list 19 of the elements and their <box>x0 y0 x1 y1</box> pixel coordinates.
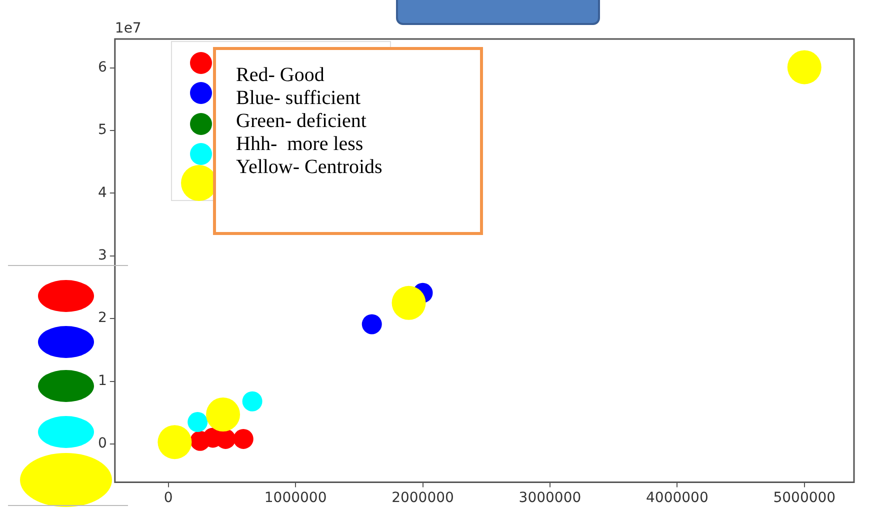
x-tick-label: 5000000 <box>773 490 836 506</box>
text: 1e7 <box>114 20 142 37</box>
x-tick-label: 1000000 <box>264 490 327 506</box>
point <box>233 428 254 449</box>
x-tick-label: 3000000 <box>518 490 582 506</box>
x-tick-label: 4000000 <box>646 490 708 506</box>
point <box>158 425 192 460</box>
y-tick-label: 6 <box>98 59 107 76</box>
x-tick-label: 0 <box>164 490 173 506</box>
point <box>362 314 382 334</box>
y-tick-label: 5 <box>98 122 107 138</box>
point <box>787 50 822 84</box>
y-tick-label: 4 <box>98 184 107 201</box>
point <box>206 398 240 432</box>
y-tick-label: 3 <box>98 248 107 264</box>
point <box>188 412 208 432</box>
point <box>392 286 426 320</box>
x-tick-label: 2000000 <box>392 490 454 506</box>
point <box>242 391 262 412</box>
